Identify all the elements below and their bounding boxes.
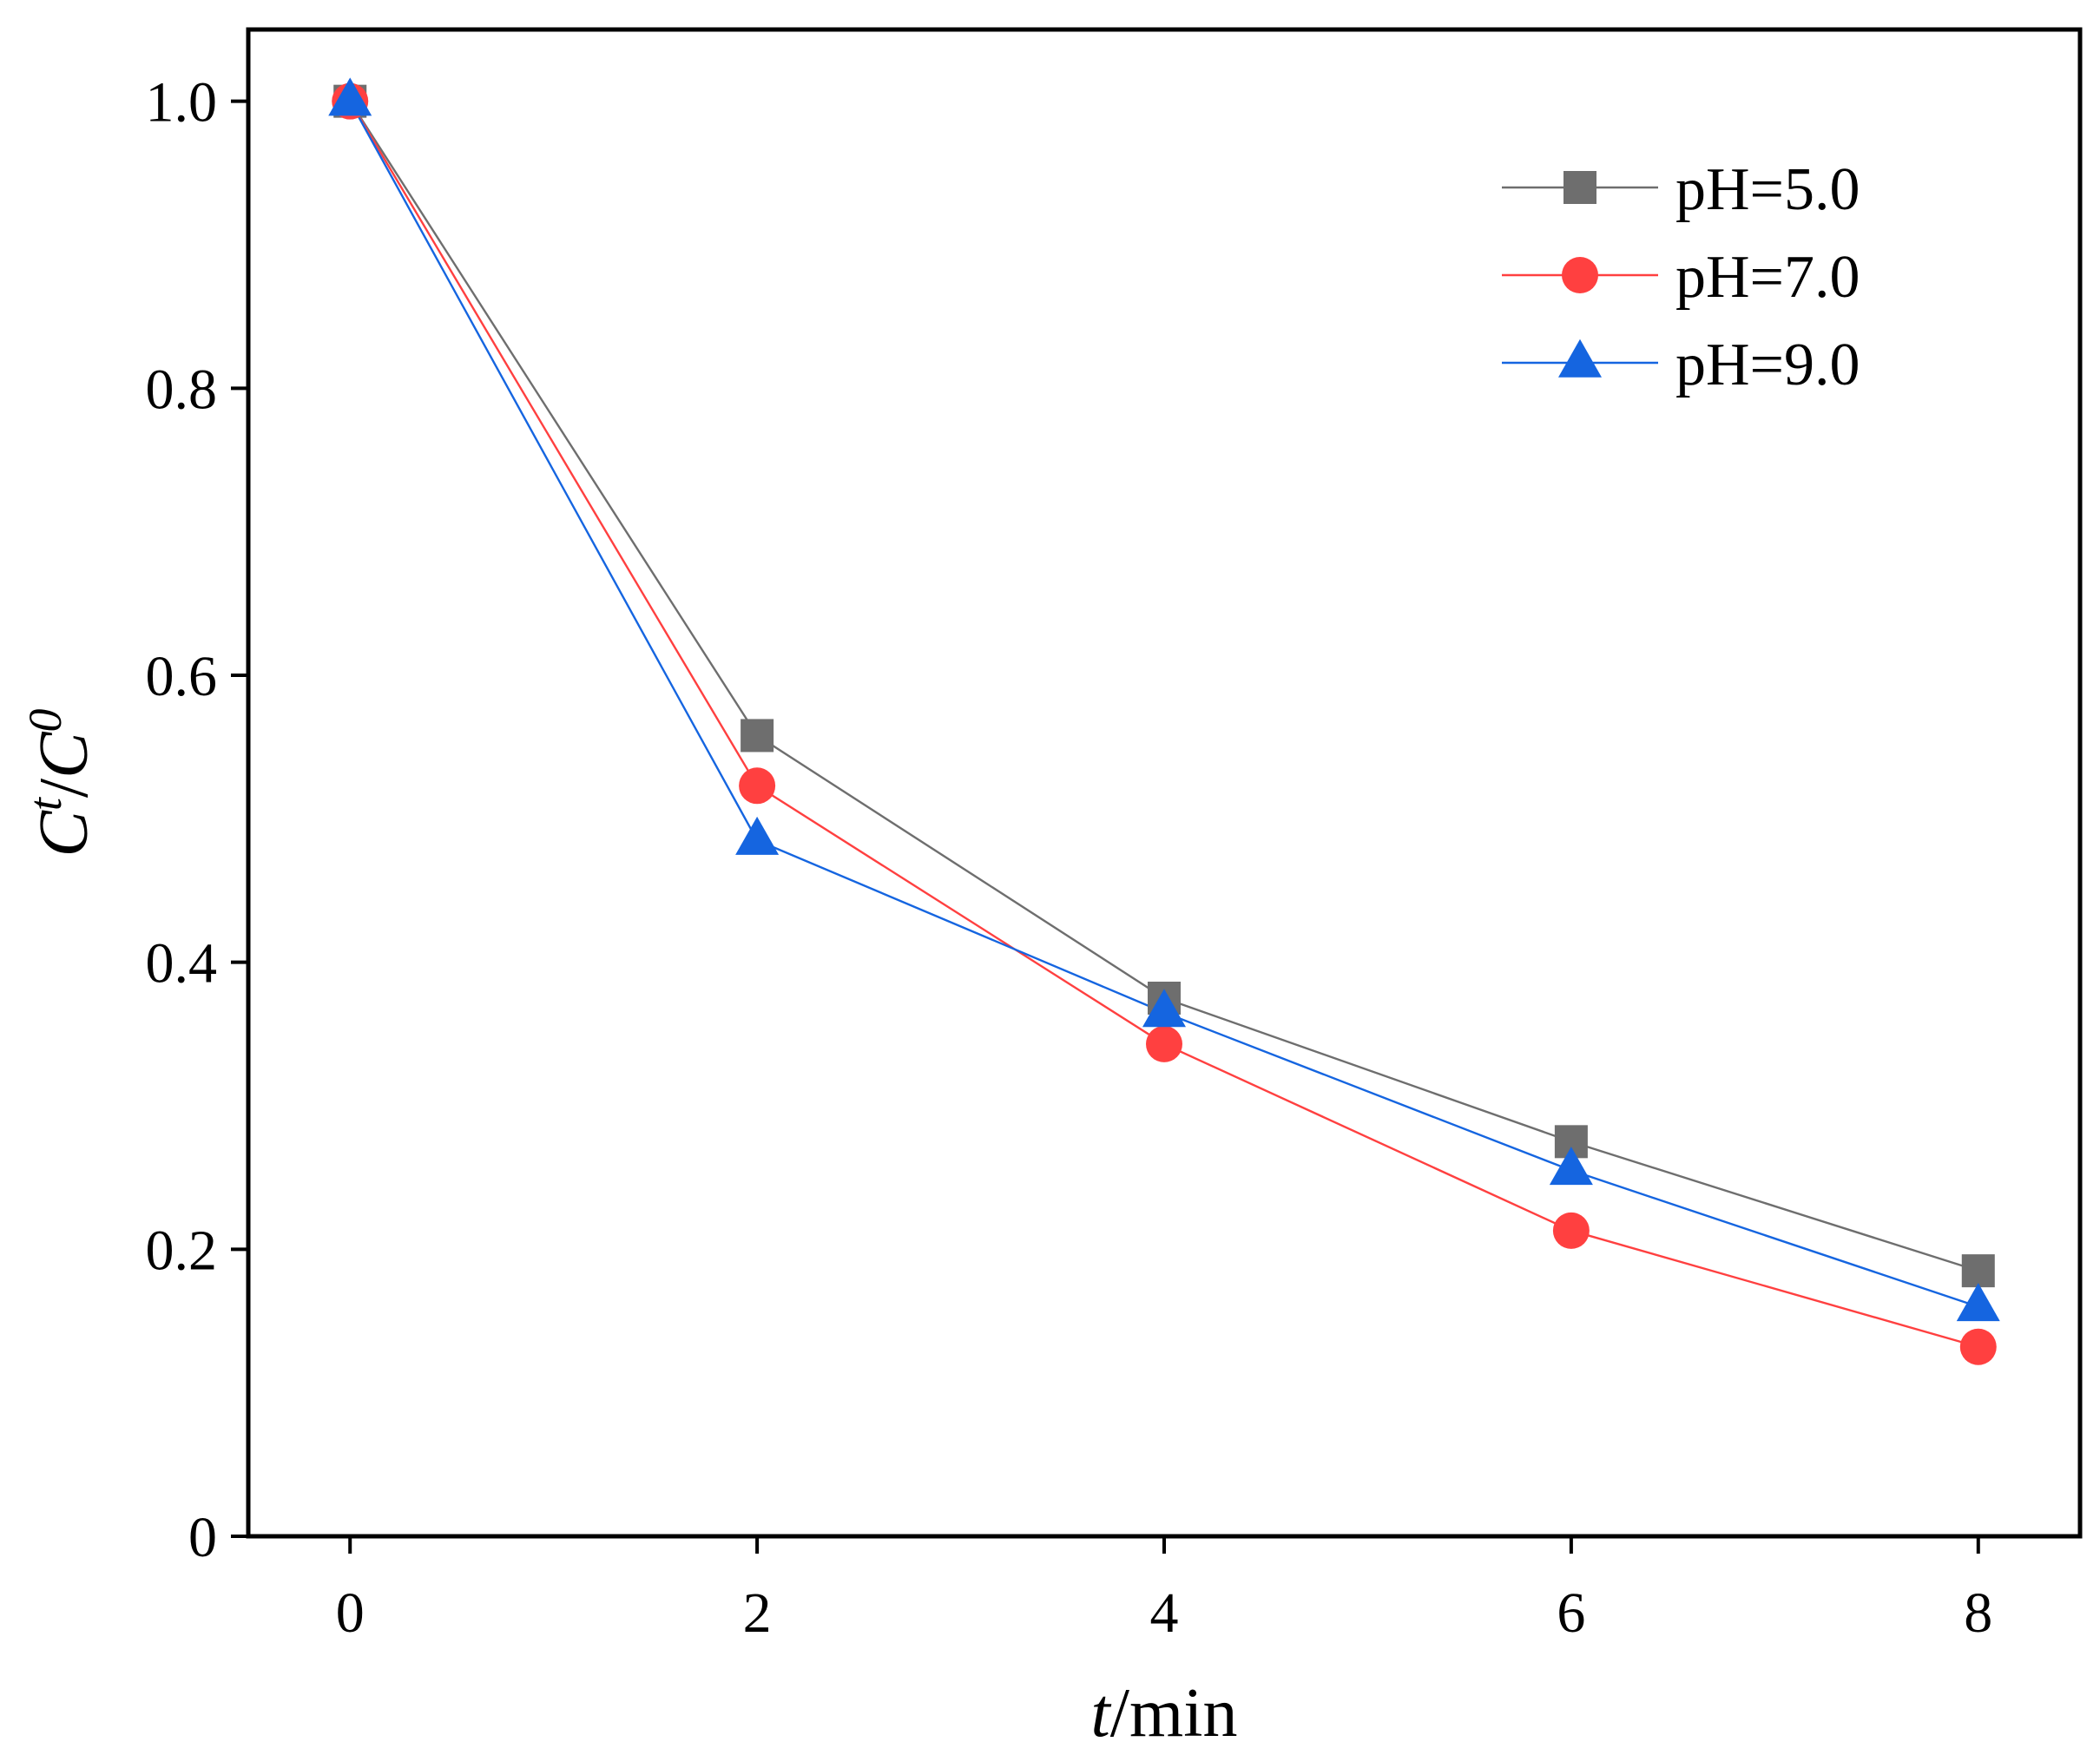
y-tick-label: 0.4 <box>146 932 218 996</box>
y-title-slash: / <box>26 778 102 798</box>
data-point-circle <box>1959 1328 1997 1365</box>
data-point-circle <box>1552 1212 1590 1249</box>
ticks-layer: 0 2 4 6 8 0 0.2 0.4 0.6 0.8 1.0 <box>146 71 1993 1645</box>
legend-marker-square <box>1563 171 1596 204</box>
x-tick-label: 4 <box>1150 1581 1179 1645</box>
y-title-denominator: C <box>26 731 102 779</box>
y-axis-title: Ct/C0 <box>19 709 102 858</box>
y-tick-label: 0.8 <box>146 358 218 421</box>
data-point-triangle <box>328 77 372 116</box>
y-title-numerator: C <box>26 809 102 857</box>
data-point-triangle <box>1956 1283 2000 1322</box>
x-axis-title: t/min <box>1091 1675 1238 1752</box>
data-point-triangle <box>1142 989 1186 1028</box>
legend-label: pH=5.0 <box>1675 156 1860 223</box>
legend-label: pH=9.0 <box>1675 332 1860 398</box>
data-point-circle <box>1146 1025 1182 1062</box>
y-tick-label: 1.0 <box>146 71 218 135</box>
data-point-circle <box>739 767 776 805</box>
x-tick-label: 6 <box>1557 1581 1585 1645</box>
legend-marker-triangle <box>1558 339 1602 378</box>
plot-frame <box>246 27 2083 1539</box>
y-title-numerator-sup: t <box>19 796 71 811</box>
legend-label: pH=7.0 <box>1675 244 1860 311</box>
legend: pH=5.0 pH=7.0 pH=9.0 <box>1502 156 1860 398</box>
data-point-square <box>1961 1254 1995 1288</box>
x-title-unit: /min <box>1110 1675 1238 1752</box>
y-tick-label: 0.6 <box>146 645 218 708</box>
x-tick-label: 8 <box>1964 1581 1992 1645</box>
x-title-variable: t <box>1091 1675 1112 1752</box>
y-title-denominator-sup: 0 <box>19 709 71 733</box>
y-tick-label: 0.2 <box>146 1219 218 1282</box>
legend-marker-circle <box>1562 257 1598 293</box>
data-point-square <box>741 719 774 753</box>
data-point-triangle <box>735 816 780 855</box>
x-tick-label: 0 <box>336 1581 365 1645</box>
y-tick-label: 0 <box>188 1506 217 1569</box>
data-point-triangle <box>1549 1147 1593 1186</box>
x-tick-label: 2 <box>743 1581 772 1645</box>
series-layer <box>328 77 2000 1365</box>
